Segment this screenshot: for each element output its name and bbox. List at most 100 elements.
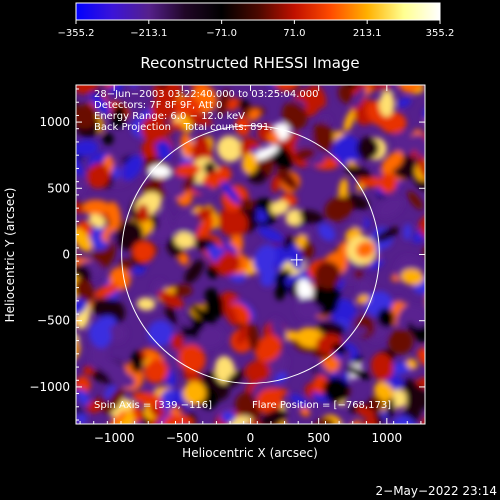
heatmap-blob	[364, 85, 383, 91]
heatmap-blob	[237, 100, 251, 110]
heatmap-blob	[76, 140, 99, 157]
x-tick-label: 500	[307, 431, 330, 445]
heatmap-blob	[385, 151, 404, 171]
heatmap-blob	[89, 342, 108, 367]
heatmap-blob	[352, 212, 365, 230]
heatmap-blob	[76, 227, 93, 252]
heatmap-blob	[94, 283, 119, 299]
heatmap-blob	[160, 208, 172, 228]
plot-area: 28−Jun−2003 03:22:40.000 to 03:25:04.000…	[60, 67, 443, 438]
heatmap-blob	[428, 260, 440, 271]
heatmap-blob	[86, 163, 110, 189]
heatmap-blob	[227, 97, 239, 111]
heatmap-blob	[108, 370, 136, 388]
heatmap-blob	[196, 207, 214, 219]
heatmap-blob	[140, 411, 155, 424]
heatmap-blob	[285, 208, 303, 227]
heatmap-blob	[108, 324, 127, 343]
heatmap-blob	[102, 133, 114, 145]
heatmap-blob	[174, 232, 196, 249]
observation-info: 28−Jun−2003 03:22:40.000 to 03:25:04.000…	[94, 89, 319, 133]
heatmap-blob	[223, 302, 238, 326]
heatmap-blob	[355, 241, 375, 258]
heatmap-blob	[337, 349, 351, 378]
heatmap-blob	[191, 305, 217, 326]
heatmap-blob	[356, 295, 370, 304]
colorbar-tick-label: −71.0	[206, 28, 237, 39]
heatmap-blob	[283, 330, 300, 341]
heatmap-blob	[349, 419, 361, 424]
info-line-time: 28−Jun−2003 03:22:40.000 to 03:25:04.000	[94, 89, 319, 100]
heatmap-blob	[290, 393, 309, 409]
x-tick-label: −500	[166, 431, 199, 445]
heatmap-blob	[122, 154, 143, 181]
heatmap-blob	[86, 400, 103, 413]
heatmap-blob	[397, 85, 423, 93]
info-line-energy: Energy Range: 6.0 − 12.0 keV	[94, 111, 245, 122]
heatmap-blob	[371, 168, 382, 180]
heatmap-blob	[356, 136, 380, 160]
heatmap-blob	[190, 136, 211, 165]
heatmap-blob	[235, 392, 258, 416]
heatmap-blob	[311, 417, 335, 424]
heatmap-blob	[132, 240, 155, 263]
x-axis: −1000 −500 0 500 1000	[79, 85, 422, 445]
solar-limb-circle	[121, 125, 380, 384]
heatmap-blob	[76, 413, 88, 424]
heatmap-blob	[273, 85, 299, 92]
heatmap-blob	[379, 111, 407, 134]
heatmap-blob	[398, 67, 423, 86]
heatmap-blob	[353, 269, 364, 280]
heatmap-blob	[274, 268, 292, 283]
y-tick-label: −500	[37, 314, 70, 328]
heatmap-blob	[248, 108, 261, 121]
heatmap-blob	[254, 335, 282, 363]
colorbar-tick-label: −355.2	[57, 28, 94, 39]
heatmap-blob	[207, 264, 219, 279]
y-tick-label: 500	[47, 181, 70, 195]
heatmap-blob	[318, 223, 336, 242]
heatmap-blob	[60, 74, 72, 85]
heatmap-blob	[425, 341, 443, 358]
heatmap-blob	[170, 334, 184, 351]
heatmap-blob	[378, 173, 398, 194]
heatmap-blob	[240, 198, 253, 210]
heatmap-blob	[377, 308, 395, 328]
heatmap-blob	[358, 176, 384, 188]
heatmap-blob	[204, 294, 226, 319]
heatmap-blob	[150, 93, 176, 121]
heatmap-blob	[338, 178, 349, 202]
heatmap-blob	[236, 324, 250, 346]
heatmap-blob	[176, 310, 192, 328]
info-line-detectors: Detectors: 7F 8F 9F, Att 0	[94, 100, 222, 111]
heatmap-blob	[174, 96, 202, 120]
heatmap-blob	[276, 167, 298, 190]
heatmap-blob	[197, 325, 224, 349]
heatmap-blob	[217, 89, 230, 117]
heatmap-blob	[379, 91, 395, 117]
heatmap-blob	[148, 164, 171, 178]
y-tick-label: 0	[62, 248, 70, 262]
spin-axis-label: Spin Axis = [339,−116]	[94, 400, 212, 411]
heatmap-blob	[260, 408, 287, 424]
x-axis-label: Heliocentric X (arcsec)	[182, 446, 318, 460]
heatmap-blob	[338, 85, 353, 104]
heatmap-blob	[111, 104, 127, 129]
heatmap-blob	[336, 423, 362, 424]
heatmap-blob	[136, 297, 156, 311]
heatmap-blob	[354, 417, 377, 424]
heatmap-blob	[299, 210, 324, 224]
heatmap-blob	[81, 199, 110, 216]
heatmap-blob	[191, 182, 215, 196]
heatmap-blob	[375, 227, 400, 243]
heatmap-blob	[174, 163, 201, 177]
heatmap-blob	[270, 199, 289, 215]
heatmap-blob	[370, 395, 384, 411]
heatmap-blob	[184, 259, 204, 284]
heatmap-blob	[220, 410, 236, 424]
heatmap-blob	[247, 323, 260, 351]
heatmap-blob	[298, 223, 310, 237]
heatmap-blob	[374, 381, 394, 401]
heatmap-blob	[256, 424, 286, 438]
